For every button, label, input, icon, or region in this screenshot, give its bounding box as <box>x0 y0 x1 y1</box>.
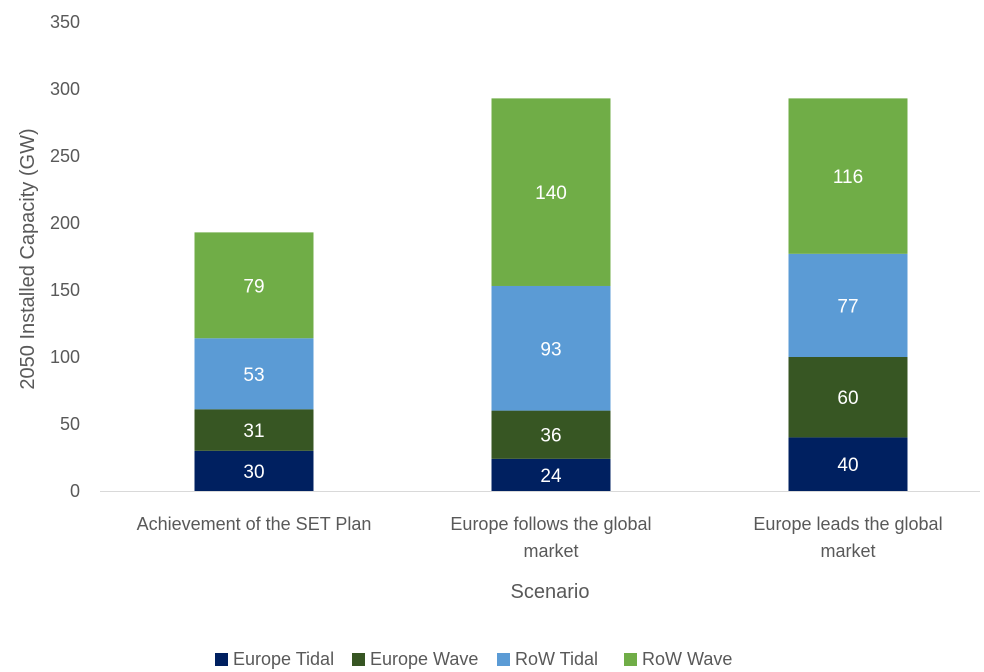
y-tick-label: 300 <box>50 79 80 99</box>
bar-stacks: 30 31 53 79 24 36 93 140 40 60 77 116 <box>194 98 908 491</box>
legend-swatch <box>215 653 228 666</box>
bar-segment <box>788 357 908 438</box>
data-label: 40 <box>837 455 858 476</box>
x-tick-label: Europe follows the global <box>450 514 651 534</box>
legend-item: RoW Tidal <box>497 649 598 669</box>
y-tick-label: 0 <box>70 481 80 501</box>
x-tick-label: Europe leads the global <box>753 514 942 534</box>
data-label: 36 <box>540 426 561 447</box>
bar-segment <box>788 98 908 254</box>
legend-label: RoW Wave <box>642 649 732 669</box>
legend-item: Europe Tidal <box>215 649 334 669</box>
y-tick-label: 250 <box>50 146 80 166</box>
bar-segment <box>491 285 611 411</box>
bar-segment <box>788 253 908 357</box>
y-tick-label: 350 <box>50 12 80 32</box>
legend: Europe Tidal Europe Wave RoW Tidal RoW Wave <box>215 649 732 669</box>
data-label: 24 <box>540 466 562 487</box>
legend-item: RoW Wave <box>624 649 732 669</box>
data-label: 79 <box>243 276 264 297</box>
y-tick-label: 200 <box>50 213 80 233</box>
data-label: 30 <box>243 462 264 483</box>
y-tick-label: 150 <box>50 280 80 300</box>
legend-swatch <box>352 653 365 666</box>
x-tick-label: Achievement of the SET Plan <box>137 514 372 534</box>
bar-segment <box>788 437 908 491</box>
data-label: 77 <box>837 296 858 317</box>
legend-swatch <box>497 653 510 666</box>
data-label: 116 <box>833 167 863 188</box>
data-label: 93 <box>540 339 561 360</box>
bar-segment <box>491 410 611 459</box>
x-tick-label: market <box>820 541 875 561</box>
legend-label: RoW Tidal <box>515 649 598 669</box>
data-label: 140 <box>535 183 567 204</box>
x-axis-category-labels: Achievement of the SET Plan Europe follow… <box>137 514 943 561</box>
x-axis-title: Scenario <box>511 581 590 603</box>
bar-segment <box>491 458 611 491</box>
data-label: 60 <box>837 388 858 409</box>
legend-label: Europe Tidal <box>233 649 334 669</box>
bar-segment <box>491 98 611 286</box>
y-axis-ticks: 0 50 100 150 200 250 300 350 <box>50 12 80 501</box>
y-axis-title: 2050 Installed Capacity (GW) <box>17 128 39 389</box>
y-tick-label: 50 <box>60 414 80 434</box>
bar-segment <box>194 232 314 339</box>
data-label: 53 <box>243 365 264 386</box>
bar-segment <box>194 338 314 410</box>
legend-label: Europe Wave <box>370 649 478 669</box>
y-tick-label: 100 <box>50 347 80 367</box>
data-label: 31 <box>243 421 264 442</box>
legend-swatch <box>624 653 637 666</box>
x-tick-label: market <box>523 541 578 561</box>
bar-segment <box>194 450 314 491</box>
legend-item: Europe Wave <box>352 649 478 669</box>
bar-segment <box>194 409 314 451</box>
